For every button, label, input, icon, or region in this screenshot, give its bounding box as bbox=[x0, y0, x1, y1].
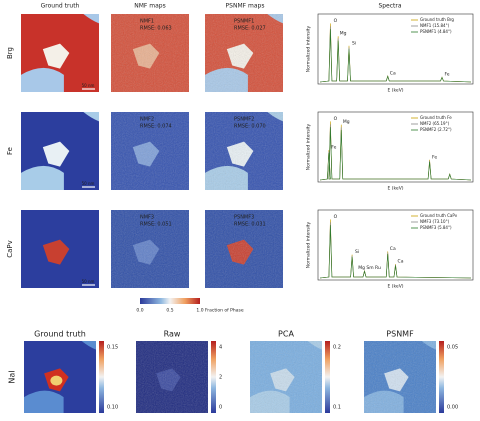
legend-label: Ground truth Fe bbox=[420, 115, 452, 120]
peak-label: Ca bbox=[398, 259, 404, 265]
peak-label: Fe bbox=[432, 154, 437, 160]
row-label: CaPv bbox=[6, 240, 14, 258]
colorbar-label: Fraction of Phase bbox=[205, 308, 244, 314]
y-axis-label: Normalized intensity bbox=[306, 25, 312, 72]
x-axis-label: E (keV) bbox=[387, 284, 403, 290]
colorbar-tick: 0.15 bbox=[107, 345, 118, 351]
colorbar bbox=[439, 341, 444, 413]
column-header: Spectra bbox=[378, 3, 401, 10]
noise bbox=[364, 341, 436, 413]
noise bbox=[136, 341, 208, 413]
y-axis-label: Normalized intensity bbox=[306, 123, 312, 170]
peak-label: Ca bbox=[390, 246, 396, 252]
colorbar-tick: 1.0 bbox=[196, 308, 203, 314]
panel-title: PSNMF bbox=[386, 330, 414, 339]
peak-label: Fe bbox=[331, 145, 336, 151]
map-note: RMSE: 0.051 bbox=[140, 222, 172, 228]
x-axis-label: E (keV) bbox=[387, 186, 403, 192]
colorbar bbox=[140, 298, 200, 304]
noise bbox=[250, 341, 322, 413]
map-note: RMSE: 0.063 bbox=[140, 26, 172, 32]
colorbar bbox=[99, 341, 104, 413]
legend-label: NMF3 (73.10°) bbox=[420, 219, 450, 224]
colorbar-tick: 0.00 bbox=[447, 405, 458, 411]
legend-label: NMF2 (65.19°) bbox=[420, 121, 450, 126]
map-note: RMSE: 0.031 bbox=[234, 222, 266, 228]
colorbar-tick: 0.0 bbox=[136, 308, 143, 314]
map-note: RMSE: 0.027 bbox=[234, 26, 266, 32]
column-header: Ground truth bbox=[41, 3, 80, 10]
map-note: NMF2 bbox=[140, 117, 154, 123]
spectrum-axes bbox=[318, 112, 473, 182]
scale-bar-label: 50 nm bbox=[82, 83, 95, 88]
panel-title: Raw bbox=[164, 330, 181, 339]
colorbar-tick: 0.5 bbox=[166, 308, 173, 314]
map-note: NMF1 bbox=[140, 19, 154, 25]
x-axis-label: E (keV) bbox=[387, 88, 403, 94]
peak-label: O bbox=[334, 18, 338, 24]
peak-label: O bbox=[334, 214, 338, 220]
legend-label: Ground truth CaPv bbox=[420, 213, 458, 218]
colorbar bbox=[211, 341, 216, 413]
legend-label: PSNMF1 (4.84°) bbox=[420, 29, 452, 34]
map-note: PSNMF3 bbox=[234, 215, 254, 221]
figure: Ground truth NMF maps PSNMF maps Spectra Brg… bbox=[0, 0, 480, 421]
legend-label: NMF1 (15.84°) bbox=[420, 23, 450, 28]
colorbar-tick: 4 bbox=[219, 345, 222, 351]
spectrum-line bbox=[320, 127, 471, 180]
colorbar-tick: 0.05 bbox=[447, 345, 458, 351]
peak-label: Si bbox=[355, 249, 359, 255]
colorbar-tick: 2 bbox=[219, 375, 222, 381]
peak-label: Mg bbox=[340, 31, 347, 37]
peak-label: Mg bbox=[343, 119, 350, 125]
colorbar-tick: 0 bbox=[219, 405, 222, 411]
row-label: Brg bbox=[6, 47, 14, 59]
column-header: PSNMF maps bbox=[226, 3, 265, 10]
legend-label: Ground truth Brg bbox=[420, 17, 454, 22]
map-note: RMSE: 0.074 bbox=[140, 124, 172, 130]
scale-bar-label: 50 nm bbox=[82, 279, 95, 284]
panel-title: Ground truth bbox=[34, 330, 86, 339]
colorbar-tick: 0.10 bbox=[107, 405, 118, 411]
map-note: NMF3 bbox=[140, 215, 154, 221]
row-label: Fe bbox=[6, 147, 14, 155]
peak-label: Mg Sm Ru bbox=[358, 265, 381, 271]
colorbar-tick: 0.1 bbox=[333, 405, 341, 411]
peak-label: O bbox=[334, 116, 338, 122]
colorbar-tick: 0.2 bbox=[333, 345, 341, 351]
spectrum-axes bbox=[318, 210, 473, 280]
y-axis-label: Normalized intensity bbox=[306, 221, 312, 268]
map-note: PSNMF2 bbox=[234, 117, 254, 123]
hotspot bbox=[50, 376, 62, 386]
colorbar bbox=[325, 341, 330, 413]
column-header: NMF maps bbox=[134, 3, 165, 10]
map-note: RMSE: 0.070 bbox=[234, 124, 266, 130]
peak-label: Ca bbox=[390, 70, 396, 76]
scale-bar-label: 50 nm bbox=[82, 181, 95, 186]
row-label: NaI bbox=[8, 370, 17, 383]
peak-label: Si bbox=[352, 40, 356, 46]
panel-title: PCA bbox=[278, 330, 294, 339]
legend-label: PSNMF3 (5.84°) bbox=[420, 225, 452, 230]
peak-label: Fe bbox=[444, 72, 449, 78]
map-note: PSNMF1 bbox=[234, 19, 254, 25]
legend-label: PSNMF2 (2.72°) bbox=[420, 127, 452, 132]
